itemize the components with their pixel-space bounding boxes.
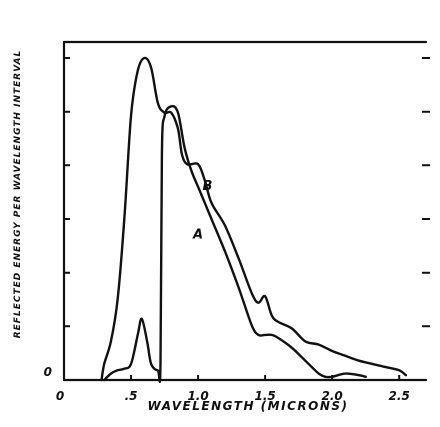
x-tick-label: 2.0 [322,389,343,403]
tick-labels: 0 .5 1.0 1.5 2.0 2.5 0 [44,365,410,403]
ticks [64,57,430,380]
x-tick-label: 1.5 [254,389,275,403]
y-tick-label: 0 [44,365,52,379]
x-axis-label: WAVELENGTH (MICRONS) [147,399,348,413]
x-tick-label: 0 [56,389,64,403]
curves: AB [100,56,408,383]
x-tick-label: 1.0 [187,389,208,403]
curve-b [100,56,408,382]
y-axis-label: REFLECTED ENERGY PER WAVELENGTH INTERVAL [13,50,23,339]
series-label-b: B [202,179,212,194]
axes [62,40,428,382]
curve-a [103,104,367,383]
series-label-a: A [192,227,203,242]
x-tick-label: 2.5 [389,389,410,403]
x-tick-label: .5 [125,389,138,403]
